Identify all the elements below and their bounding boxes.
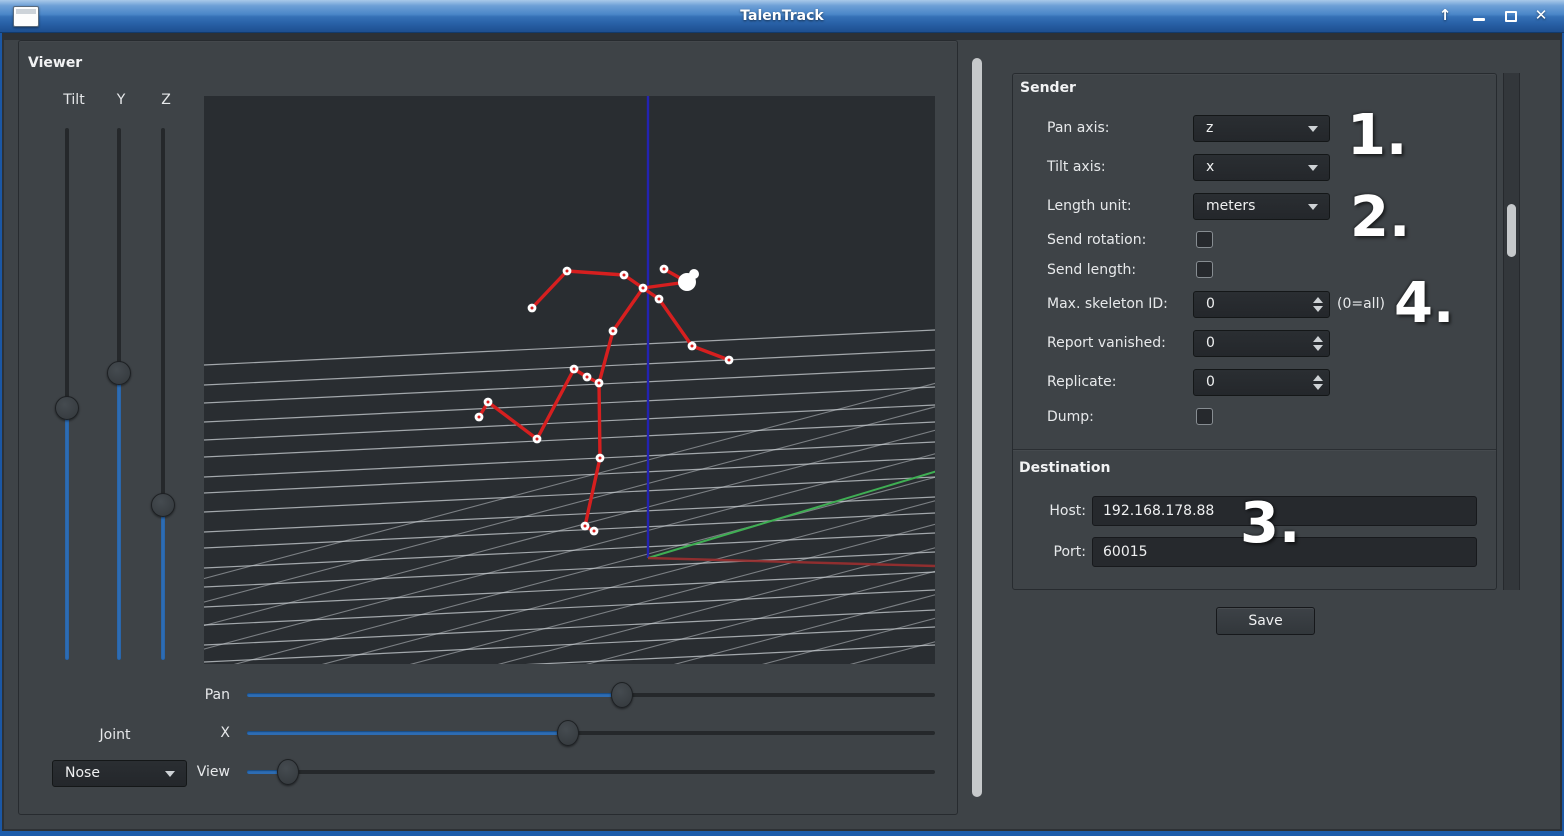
replicate-label: Replicate: (1047, 374, 1117, 390)
destination-title: Destination (1019, 460, 1111, 476)
viewer-title: Viewer (28, 55, 83, 71)
tilt-slider-track[interactable] (65, 128, 69, 660)
port-input[interactable] (1092, 537, 1477, 567)
window-frame-right (1562, 33, 1564, 836)
pan-slider-handle[interactable] (610, 682, 633, 708)
z-slider-fill (161, 505, 165, 660)
tilt-slider-handle[interactable] (55, 395, 79, 420)
length-unit-label: Length unit: (1047, 198, 1132, 214)
tilt-axis-value: x (1206, 159, 1215, 175)
port-label: Port: (1053, 544, 1086, 560)
chevron-down-icon (1308, 165, 1318, 171)
joint-select[interactable]: Nose (52, 760, 187, 787)
spin-up-icon[interactable] (1313, 336, 1323, 342)
annotation-number-1: 1. (1347, 103, 1408, 168)
max-skeleton-id-spinbox[interactable]: 0 (1193, 291, 1330, 318)
shade-window-icon[interactable]: ↑ (1438, 6, 1452, 24)
max-skeleton-id-hint: (0=all) (1337, 296, 1385, 312)
view-slider[interactable] (247, 759, 935, 785)
send-length-label: Send length: (1047, 262, 1137, 278)
tilt-axis-label: Tilt axis: (1047, 159, 1106, 175)
x-slider-fill (247, 731, 569, 735)
dump-checkbox[interactable] (1196, 408, 1213, 425)
annotation-number-3: 3. (1240, 491, 1301, 556)
window-title: TalenTrack (740, 8, 824, 24)
y-slider-handle[interactable] (107, 360, 131, 385)
report-vanished-label: Report vanished: (1047, 335, 1166, 351)
x-slider-label: X (220, 725, 230, 741)
tilt-slider[interactable] (55, 128, 79, 660)
spin-down-icon[interactable] (1313, 306, 1323, 312)
max-skeleton-id-label: Max. skeleton ID: (1047, 296, 1168, 312)
window-frame-bottom (0, 831, 1564, 836)
section-divider (1013, 449, 1496, 450)
view-slider-label: View (196, 764, 230, 780)
max-skeleton-id-value: 0 (1206, 296, 1215, 312)
skeleton-3d-viewport[interactable] (204, 96, 965, 664)
spin-down-icon[interactable] (1313, 384, 1323, 390)
pan-axis-value: z (1206, 120, 1214, 136)
spin-up-icon[interactable] (1313, 297, 1323, 303)
x-slider[interactable] (247, 720, 935, 746)
sender-title: Sender (1020, 80, 1076, 96)
pan-axis-select[interactable]: z (1193, 115, 1330, 142)
send-length-checkbox[interactable] (1196, 261, 1213, 278)
send-rotation-checkbox[interactable] (1196, 231, 1213, 248)
window-frame-left (0, 33, 2, 836)
pan-slider-label: Pan (204, 687, 230, 703)
tilt-axis-select[interactable]: x (1193, 154, 1330, 181)
x-slider-track[interactable] (247, 731, 935, 735)
chevron-down-icon (1308, 204, 1318, 210)
replicate-value: 0 (1206, 374, 1215, 390)
window-icon[interactable] (13, 6, 39, 27)
z-slider[interactable] (151, 128, 175, 660)
report-vanished-value: 0 (1206, 335, 1215, 351)
joint-select-value: Nose (65, 765, 100, 781)
z-slider-track[interactable] (161, 128, 165, 660)
save-button[interactable]: Save (1216, 607, 1315, 635)
tilt-slider-fill (65, 407, 69, 660)
y-slider-fill (117, 372, 121, 660)
tilt-slider-label: Tilt (63, 92, 85, 108)
sender-scrollbar-thumb[interactable] (1507, 204, 1516, 257)
send-rotation-label: Send rotation: (1047, 232, 1147, 248)
pan-axis-label: Pan axis: (1047, 120, 1110, 136)
view-slider-handle[interactable] (277, 759, 300, 785)
spin-down-icon[interactable] (1313, 345, 1323, 351)
viewer-scrollbar[interactable] (969, 55, 985, 815)
host-label: Host: (1049, 503, 1086, 519)
minimize-icon[interactable] (1466, 0, 1492, 33)
viewer-scrollbar-thumb[interactable] (972, 58, 982, 797)
length-unit-select[interactable]: meters (1193, 193, 1330, 220)
close-icon[interactable]: ✕ (1534, 6, 1548, 24)
z-slider-label: Z (161, 92, 171, 108)
skeleton-scene-svg (204, 96, 965, 664)
pan-slider-fill (247, 693, 622, 697)
report-vanished-spinbox[interactable]: 0 (1193, 330, 1330, 357)
view-slider-track[interactable] (247, 770, 935, 774)
maximize-icon[interactable] (1498, 0, 1524, 33)
host-input[interactable] (1092, 496, 1477, 526)
annotation-number-2: 2. (1350, 185, 1411, 250)
dump-label: Dump: (1047, 409, 1094, 425)
replicate-spinbox[interactable]: 0 (1193, 369, 1330, 396)
x-slider-handle[interactable] (557, 720, 580, 746)
chevron-down-icon (165, 771, 175, 777)
spin-up-icon[interactable] (1313, 375, 1323, 381)
y-slider[interactable] (107, 128, 131, 660)
pan-slider[interactable] (247, 682, 935, 708)
viewer-groupbox (18, 40, 958, 815)
view-slider-fill (247, 770, 289, 774)
chevron-down-icon (1308, 126, 1318, 132)
length-unit-value: meters (1206, 198, 1256, 214)
joint-label: Joint (99, 727, 131, 743)
y-slider-label: Y (116, 92, 126, 108)
title-bar[interactable] (0, 0, 1564, 33)
sender-groupbox (1012, 73, 1497, 590)
sender-scrollbar[interactable] (1503, 73, 1520, 590)
z-slider-handle[interactable] (151, 493, 175, 518)
annotation-number-4: 4. (1394, 271, 1455, 336)
